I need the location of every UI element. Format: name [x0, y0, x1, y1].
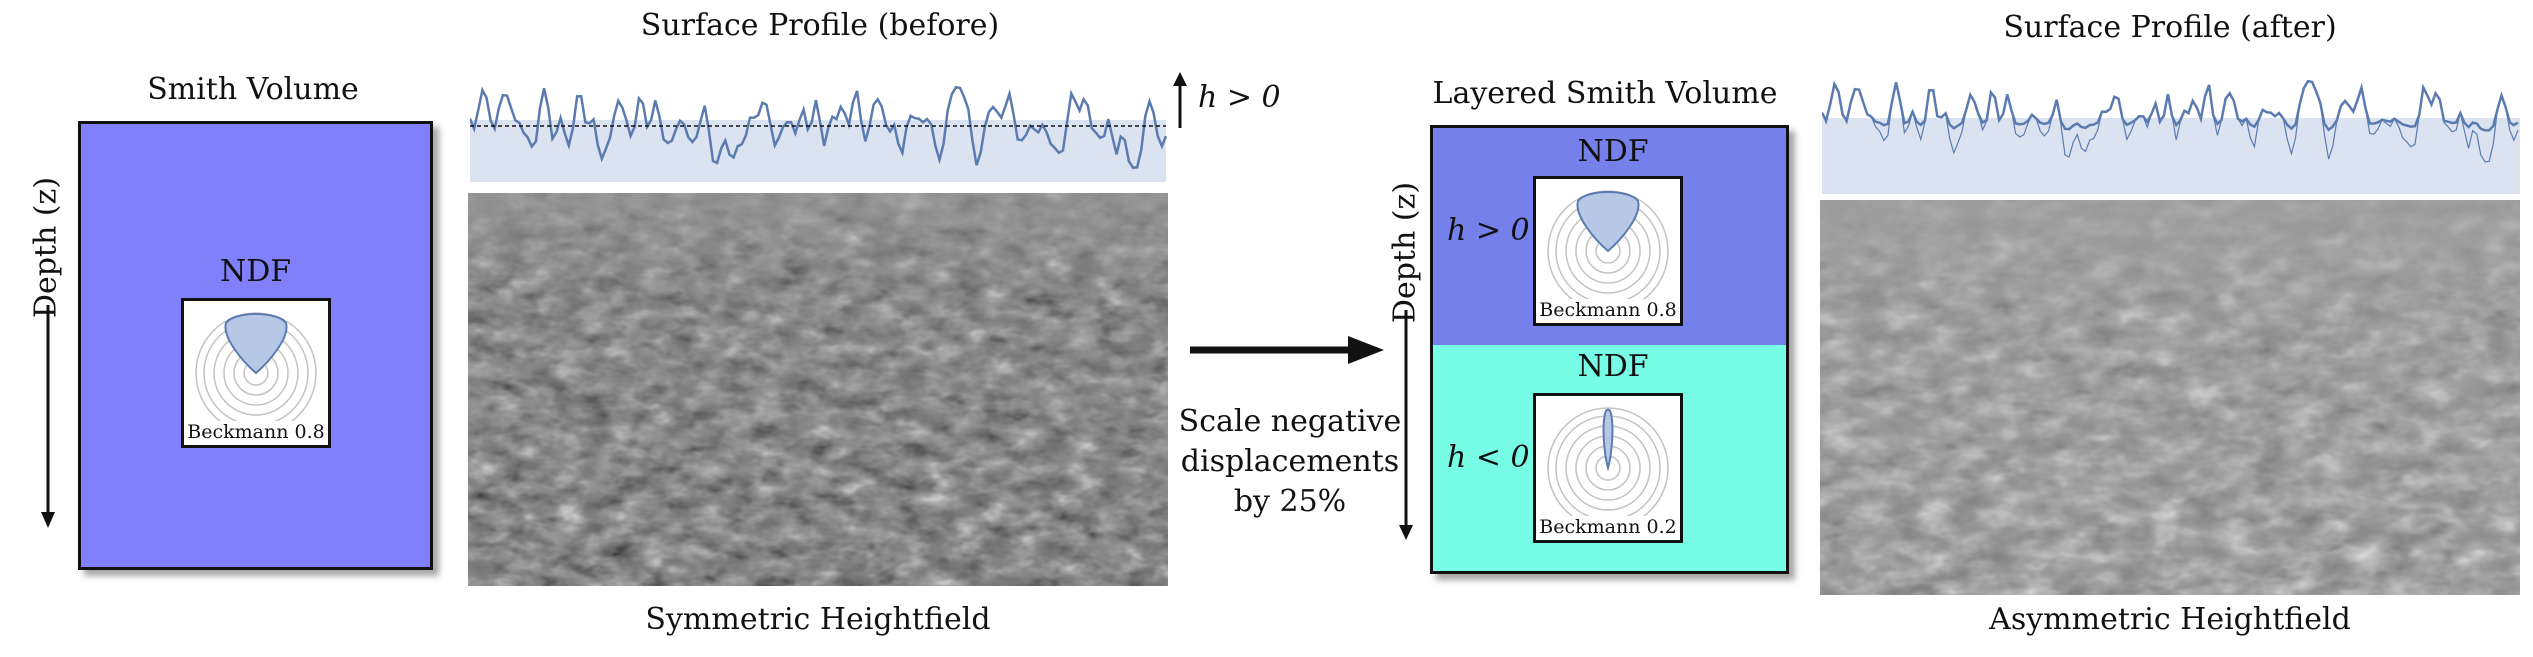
upper-ndf-title: NDF — [1577, 134, 1649, 169]
symmetric-heightfield-caption: Symmetric Heightfield — [645, 602, 991, 637]
h-positive-indicator: h > 0 — [1170, 70, 1290, 130]
transform-line-3: by 25% — [1233, 484, 1347, 519]
depth-axis-left: Depth (z) — [24, 120, 74, 530]
depth-axis-right: Depth (z) — [1380, 120, 1430, 540]
profile-after-title: Surface Profile (after) — [2003, 10, 2337, 45]
ndf-title-left: NDF — [219, 254, 292, 289]
smith-volume-title: Smith Volume — [147, 72, 359, 107]
transform-arrow-icon — [1190, 336, 1384, 364]
ndf-lobe-icon — [1547, 407, 1669, 529]
heightfield-render — [468, 193, 1168, 586]
up-arrow-icon — [1173, 72, 1187, 128]
down-arrow-icon — [41, 305, 55, 528]
smith-volume: NDF Beckmann 0.8 — [78, 121, 433, 570]
depth-axis-label-left: Depth (z) — [28, 176, 64, 319]
h-positive-label: h > 0 — [1198, 80, 1281, 115]
lower-layer-h-label: h < 0 — [1447, 440, 1530, 475]
ndf-lobe-icon — [195, 312, 317, 434]
layered-smith-volume-title: Layered Smith Volume — [1432, 76, 1778, 111]
heightfield-render — [1820, 200, 2520, 595]
surface-profile-after — [1822, 79, 2520, 194]
ndf-caption-left: Beckmann 0.8 — [187, 421, 325, 443]
transform-line-1: Scale negative — [1178, 404, 1402, 439]
lower-ndf-title: NDF — [1577, 349, 1649, 384]
asymmetric-heightfield-caption: Asymmetric Heightfield — [1989, 602, 2351, 637]
ndf-plot-lower: Beckmann 0.2 — [1533, 393, 1683, 543]
ndf-caption-upper: Beckmann 0.8 — [1539, 299, 1677, 321]
ndf-plot-upper: Beckmann 0.8 — [1533, 176, 1683, 326]
ndf-caption-lower: Beckmann 0.2 — [1539, 516, 1677, 538]
upper-layer-h-label: h > 0 — [1447, 213, 1530, 248]
transform-line-2: displacements — [1180, 444, 1400, 479]
transform-description: Scale negative displacements by 25% — [1160, 402, 1420, 522]
down-arrow-icon — [1399, 310, 1413, 540]
lower-layer: h < 0 NDF Beckmann 0.2 — [1433, 345, 1786, 571]
ndf-lobe-icon — [1547, 190, 1669, 312]
depth-axis-label-right: Depth (z) — [1387, 181, 1423, 324]
profile-before-title: Surface Profile (before) — [640, 8, 1000, 43]
surface-profile-before — [470, 85, 1168, 182]
layered-smith-volume: h > 0 NDF Beckmann 0.8 h < 0 NDF — [1430, 125, 1789, 574]
upper-layer: h > 0 NDF Beckmann 0.8 — [1433, 128, 1786, 345]
symmetric-heightfield-image — [468, 193, 1168, 586]
ndf-plot-left: Beckmann 0.8 — [181, 298, 331, 448]
asymmetric-heightfield-image — [1820, 200, 2520, 595]
